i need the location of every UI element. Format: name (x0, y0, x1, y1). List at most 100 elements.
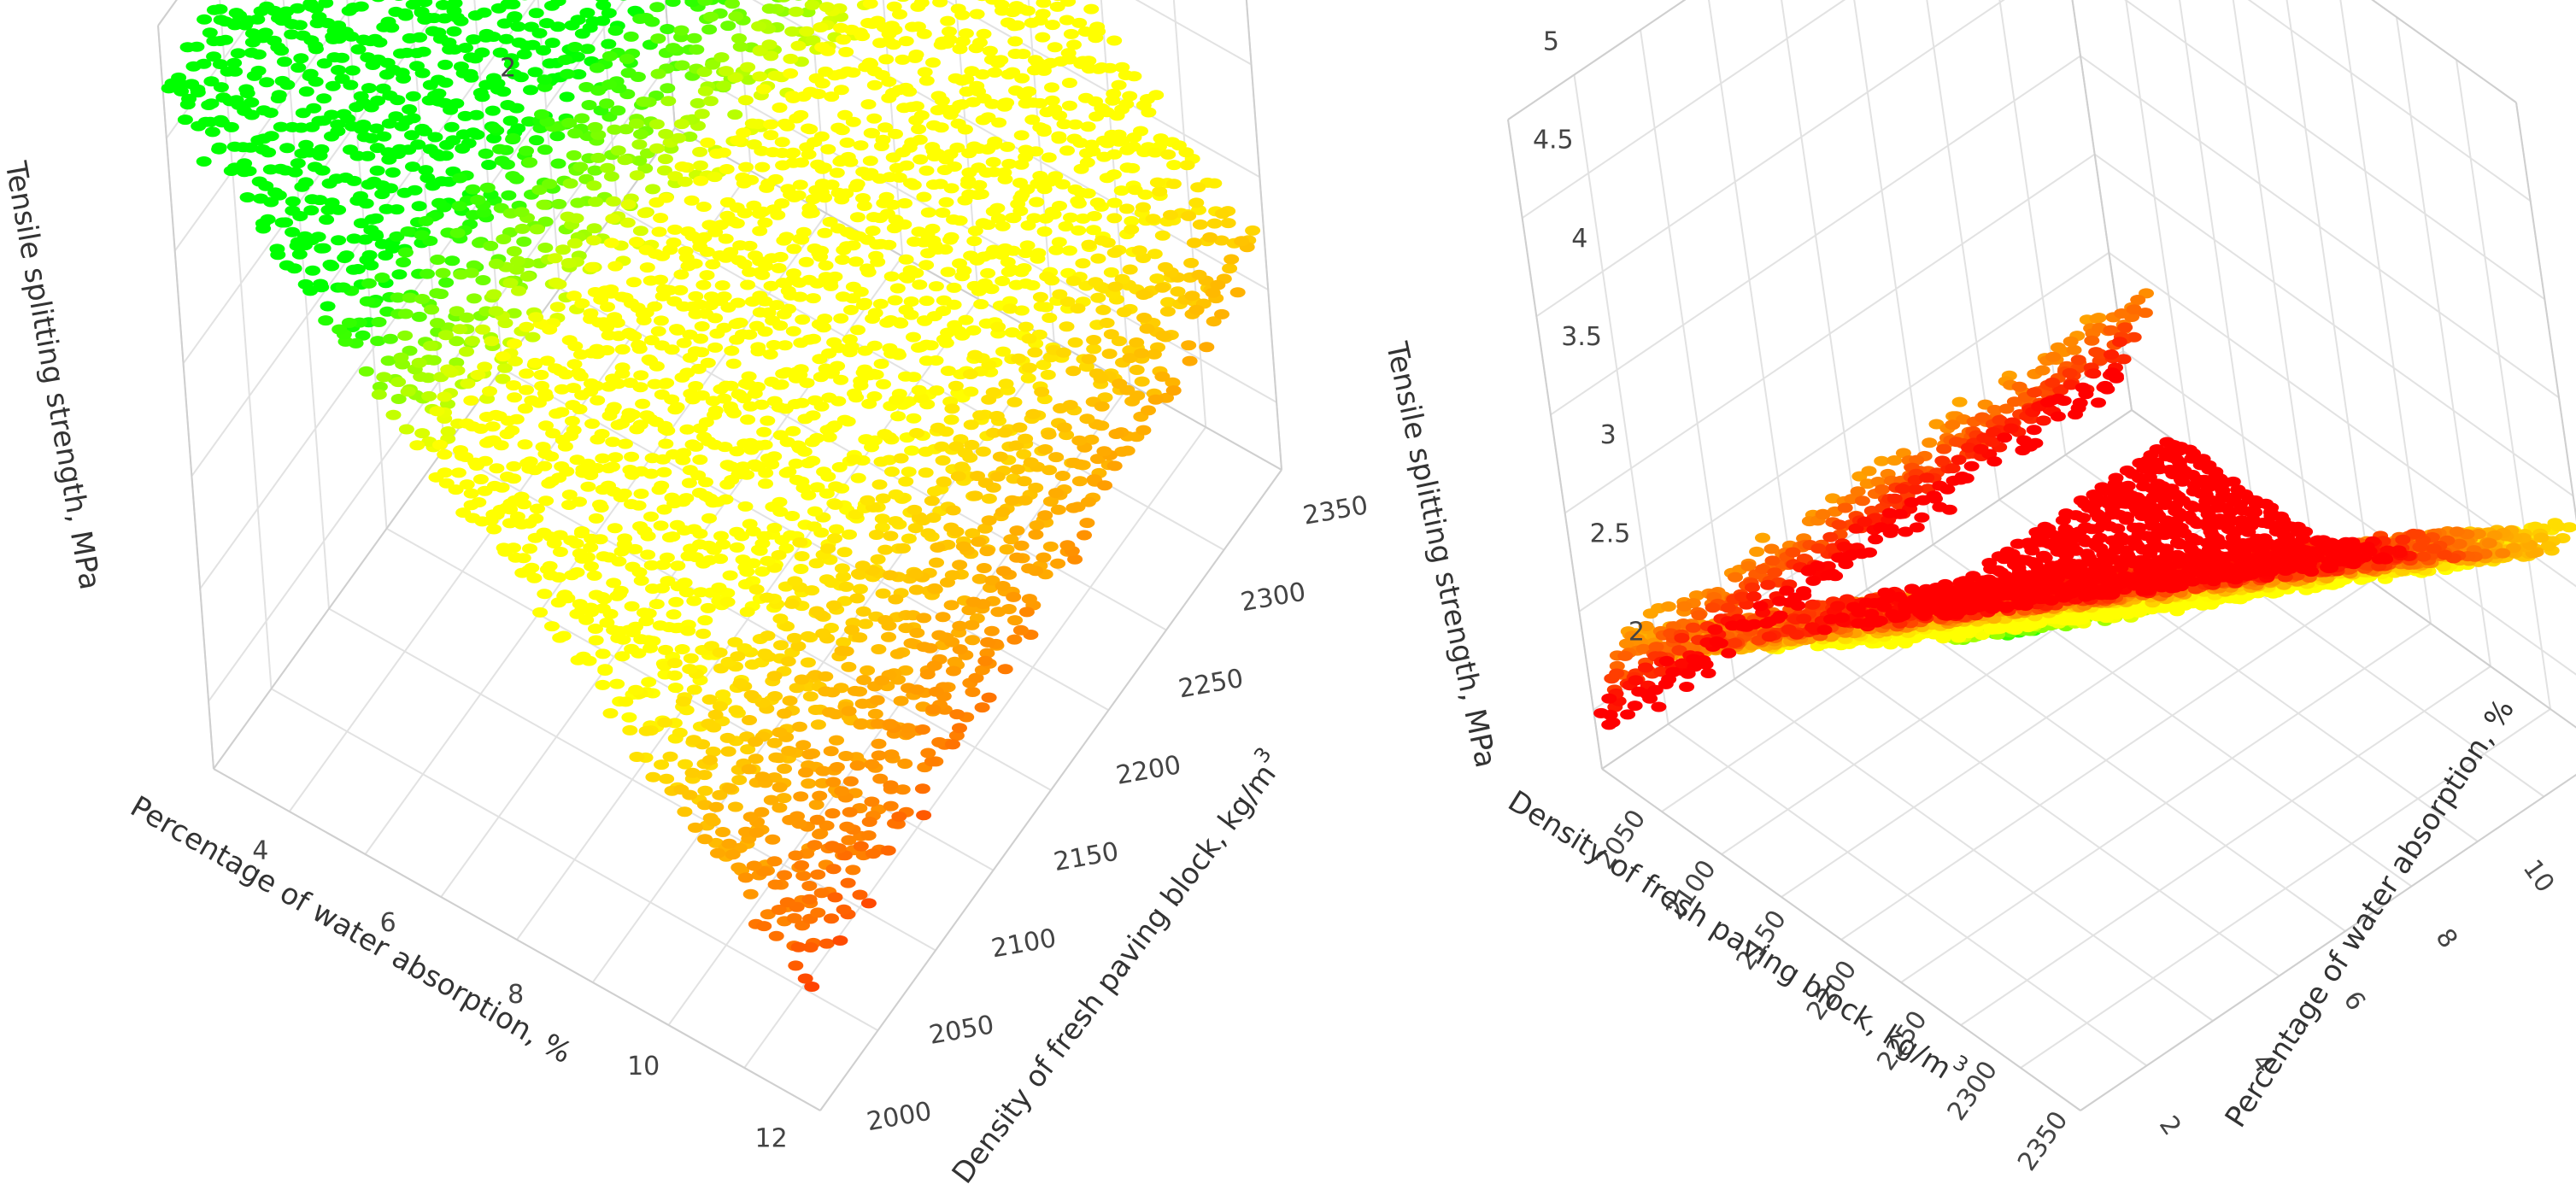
data-point (787, 399, 803, 409)
data-point (804, 982, 820, 992)
data-point (789, 811, 805, 822)
data-point (601, 330, 617, 341)
data-point (768, 173, 783, 185)
data-point (715, 827, 731, 837)
data-point (1059, 321, 1075, 332)
data-point (1179, 160, 1195, 171)
data-point (752, 290, 768, 302)
data-point (428, 472, 444, 483)
data-point (1020, 220, 1036, 231)
data-point (906, 331, 921, 343)
data-point (772, 727, 788, 738)
data-point (795, 870, 812, 882)
data-point (533, 369, 549, 380)
wall-grid-line (1708, 0, 1802, 635)
wall-grid-line (2232, 0, 2312, 539)
data-point (674, 644, 690, 654)
data-point (694, 108, 710, 120)
data-point (637, 208, 653, 219)
data-point (1065, 275, 1082, 286)
data-point (552, 547, 568, 557)
data-point (578, 82, 595, 92)
data-point (1127, 185, 1143, 196)
data-point (740, 279, 756, 290)
data-point (993, 55, 1009, 66)
data-point (949, 709, 965, 720)
data-point (855, 193, 871, 203)
data-point (833, 313, 849, 324)
data-point (779, 120, 795, 132)
data-point (946, 665, 961, 677)
data-point (1042, 541, 1059, 552)
data-point (940, 15, 956, 26)
data-point (800, 657, 816, 668)
data-point (1024, 114, 1041, 126)
data-point (1052, 201, 1067, 211)
data-point (1008, 1, 1024, 12)
data-point (545, 428, 561, 439)
data-point (838, 751, 854, 761)
data-point (771, 262, 787, 273)
data-point (498, 33, 514, 44)
data-point (969, 80, 985, 91)
data-point (901, 466, 917, 478)
data-point (618, 696, 634, 707)
data-point (554, 384, 570, 395)
data-point (882, 343, 898, 354)
data-point (880, 845, 896, 856)
data-point (839, 138, 855, 148)
data-point (907, 523, 924, 534)
data-point (718, 494, 734, 505)
data-point (692, 454, 708, 466)
data-point (1025, 408, 1042, 419)
data-point (597, 285, 613, 296)
data-point (910, 1, 926, 12)
data-point (478, 148, 494, 159)
data-point (735, 329, 750, 340)
data-point (757, 648, 773, 659)
data-point (785, 325, 801, 337)
data-point (842, 529, 857, 540)
data-point (567, 42, 583, 52)
data-point (955, 541, 971, 552)
data-point (572, 161, 589, 173)
data-point (1018, 607, 1035, 618)
data-point (723, 461, 739, 472)
data-point (330, 119, 346, 130)
data-point (1145, 214, 1161, 225)
data-point (1050, 504, 1066, 515)
data-point (688, 381, 704, 391)
data-point (871, 738, 887, 749)
data-point (588, 624, 603, 634)
data-point (513, 519, 530, 530)
data-point (343, 144, 358, 155)
data-point (827, 499, 843, 510)
data-point (620, 624, 637, 636)
data-point (889, 162, 905, 173)
data-point (842, 334, 858, 345)
data-point (1220, 218, 1236, 229)
data-point (321, 178, 337, 189)
data-point (904, 445, 920, 456)
data-point (701, 513, 717, 524)
data-point (212, 59, 228, 70)
data-point (925, 57, 941, 68)
data-point (929, 557, 944, 568)
data-point (320, 301, 336, 312)
data-point (848, 182, 864, 192)
data-point (396, 257, 412, 267)
data-point (784, 91, 801, 102)
data-point (874, 675, 890, 686)
data-point (820, 543, 836, 554)
data-point (1037, 444, 1053, 454)
data-point (802, 691, 819, 702)
data-point (303, 1, 320, 12)
data-point (724, 345, 740, 356)
data-point (1042, 496, 1059, 507)
data-point (583, 308, 599, 319)
data-point (449, 227, 466, 238)
data-point (376, 372, 392, 383)
data-point (814, 78, 830, 89)
data-point (537, 74, 553, 85)
